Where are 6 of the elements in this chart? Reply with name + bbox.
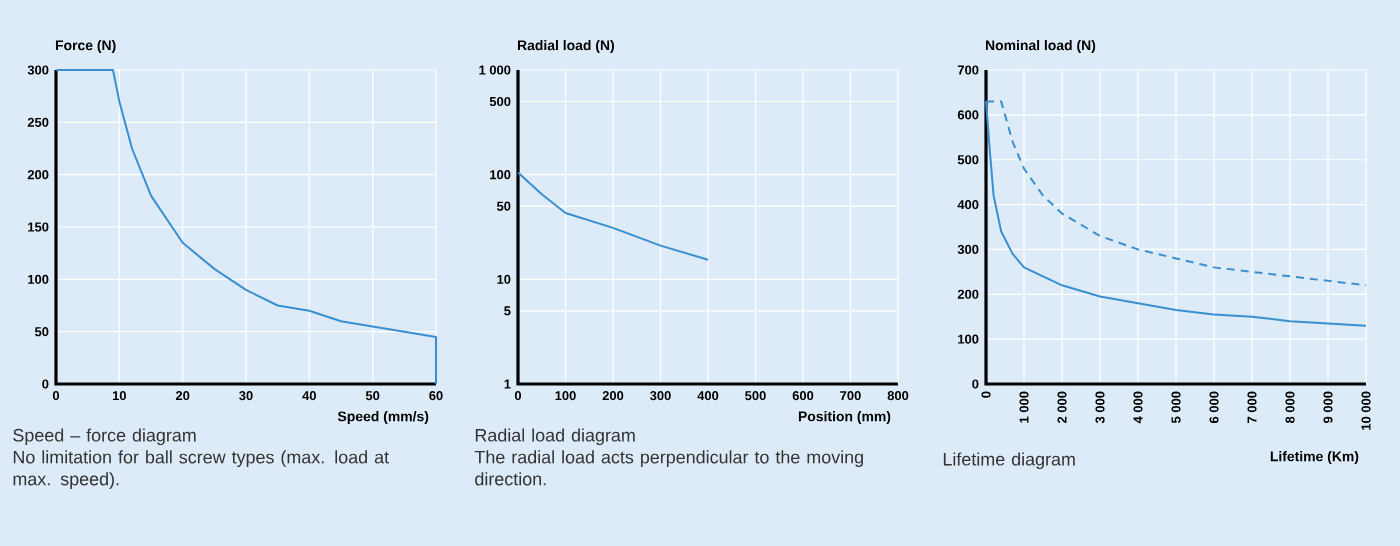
text: The radial load acts perpendicular to the moving direction. — [474, 450, 863, 486]
text: Speed – force diagram — [13, 428, 196, 446]
line-series — [517, 171, 710, 261]
text: No limitation for ball screw types (max. load at max. speed). — [13, 450, 389, 489]
text: Radial load diagram — [475, 428, 635, 446]
text: Lifetime diagram — [943, 452, 1075, 470]
